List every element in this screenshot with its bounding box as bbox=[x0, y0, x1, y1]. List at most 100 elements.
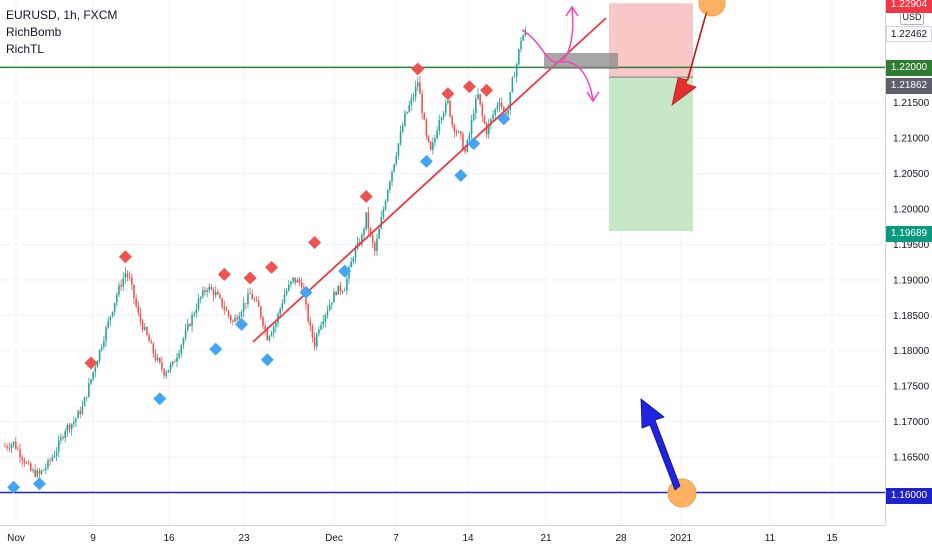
candle-body bbox=[57, 440, 60, 452]
candle-body bbox=[165, 372, 168, 376]
candle-body bbox=[98, 349, 101, 361]
candle-body bbox=[159, 357, 161, 363]
candle-body bbox=[404, 113, 406, 126]
candle-body bbox=[118, 285, 120, 295]
price-tick-label: 1.16500 bbox=[893, 453, 930, 464]
candle-body bbox=[322, 321, 324, 325]
candle-body bbox=[425, 119, 428, 136]
candle-body bbox=[73, 421, 75, 424]
candle-body bbox=[309, 321, 312, 327]
pivot-high-marker bbox=[217, 267, 231, 281]
forecast-up-path[interactable] bbox=[521, 7, 574, 63]
candle-body bbox=[141, 321, 144, 330]
price-levels[interactable] bbox=[0, 66, 885, 494]
candle-body bbox=[79, 411, 82, 414]
candle-body bbox=[380, 217, 383, 229]
pivot-high-marker bbox=[359, 189, 373, 203]
indicator-richtl[interactable]: RichTL bbox=[6, 42, 45, 56]
candle-body bbox=[19, 449, 21, 458]
candle-body bbox=[427, 135, 430, 142]
candle-body bbox=[386, 189, 389, 202]
candle-body bbox=[253, 299, 256, 301]
candle-body bbox=[154, 353, 157, 361]
candle-body bbox=[195, 309, 198, 314]
buy-arrow[interactable] bbox=[640, 398, 681, 491]
candle-body bbox=[298, 279, 301, 283]
candle-body bbox=[146, 327, 148, 336]
candle-body bbox=[14, 441, 17, 449]
candle-body bbox=[12, 441, 15, 445]
candle-body bbox=[275, 322, 277, 327]
sell-arrow[interactable] bbox=[671, 11, 708, 106]
candle-body bbox=[324, 314, 327, 322]
candle-body bbox=[490, 118, 492, 124]
candle-body bbox=[442, 113, 445, 118]
candle-body bbox=[326, 310, 329, 315]
candle-body bbox=[352, 258, 355, 262]
candle-body bbox=[184, 329, 187, 339]
time-tick-label: 2021 bbox=[670, 533, 693, 544]
target-price-label: 1.19689 bbox=[886, 226, 932, 242]
drawings[interactable] bbox=[252, 0, 726, 508]
uptrend-line[interactable] bbox=[252, 17, 607, 343]
candle-body bbox=[487, 123, 490, 135]
pivot-low-marker bbox=[260, 353, 274, 367]
candle-body bbox=[410, 98, 413, 106]
pivot-markers bbox=[7, 62, 511, 494]
candle-body bbox=[468, 134, 471, 140]
candle-body bbox=[232, 320, 234, 322]
candle-body bbox=[156, 357, 159, 361]
candle-body bbox=[272, 326, 275, 333]
candle-body bbox=[245, 303, 247, 305]
candle-body bbox=[10, 444, 13, 449]
candle-body bbox=[281, 303, 284, 309]
price-tick-label: 1.18000 bbox=[893, 346, 930, 357]
candle-body bbox=[229, 315, 232, 321]
candle-body bbox=[257, 300, 260, 307]
candle-body bbox=[260, 306, 262, 318]
candle-body bbox=[361, 234, 363, 245]
consolidation-box[interactable] bbox=[544, 53, 618, 69]
time-tick-label: 15 bbox=[826, 533, 838, 544]
candle-body bbox=[124, 273, 127, 279]
candle-body bbox=[223, 306, 226, 310]
candle-body bbox=[292, 277, 294, 282]
chart-legend: EURUSD, 1h, FXCM RichBomb RichTL bbox=[6, 7, 117, 58]
candle-body bbox=[62, 437, 64, 439]
candle-body bbox=[116, 294, 118, 303]
candle-body bbox=[131, 277, 133, 285]
candle-body bbox=[64, 431, 66, 439]
time-tick-label: 14 bbox=[462, 533, 474, 544]
candle-body bbox=[371, 235, 374, 243]
candle-body bbox=[214, 291, 217, 296]
time-tick-label: 11 bbox=[765, 533, 776, 544]
candle-body bbox=[440, 117, 443, 121]
candle-body bbox=[171, 361, 174, 365]
candle-body bbox=[331, 302, 333, 305]
indicator-richbomb[interactable]: RichBomb bbox=[6, 25, 62, 39]
sell-signal-circle[interactable] bbox=[698, 0, 726, 17]
candle-body bbox=[120, 285, 122, 287]
candle-body bbox=[191, 315, 193, 326]
candle-body bbox=[429, 141, 432, 150]
candle-body bbox=[161, 362, 163, 370]
forecast-down-path[interactable] bbox=[559, 61, 594, 101]
candle-body bbox=[137, 305, 140, 314]
candle-body bbox=[17, 448, 19, 450]
candle-body bbox=[477, 94, 479, 100]
candle-body bbox=[247, 293, 249, 304]
candle-body bbox=[374, 242, 376, 252]
candle-body bbox=[522, 35, 524, 41]
candle-body bbox=[438, 120, 441, 131]
candle-body bbox=[88, 383, 90, 397]
candle-body bbox=[363, 228, 365, 235]
candle-body bbox=[346, 278, 348, 291]
stop-loss-zone bbox=[609, 3, 693, 78]
candle-body bbox=[305, 294, 307, 305]
candle-body bbox=[434, 138, 436, 143]
time-tick-label: 16 bbox=[163, 533, 175, 544]
candle-body bbox=[320, 324, 322, 330]
